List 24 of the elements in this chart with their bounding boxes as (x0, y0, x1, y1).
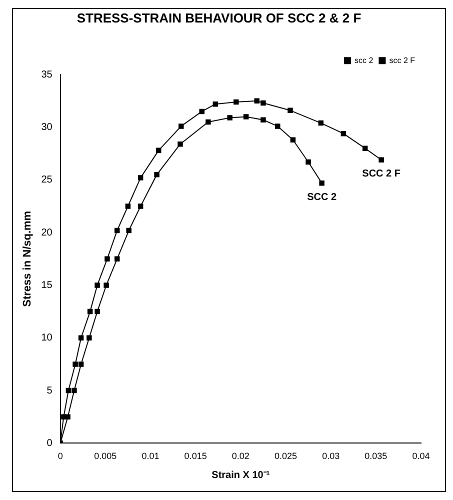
y-tick-label: 15 (41, 280, 53, 291)
annotation: SCC 2 (307, 192, 337, 203)
x-tick-label: 0.02 (232, 451, 250, 462)
y-tick-label: 25 (41, 174, 53, 186)
y-tick-label: 0 (46, 438, 53, 449)
x-tick-label: 0.035 (364, 451, 388, 462)
x-tick-label: 0.025 (274, 451, 298, 462)
y-tick-label: 35 (41, 69, 53, 80)
x-tick-label: 0.03 (322, 451, 340, 462)
x-tick-label: 0.005 (94, 451, 117, 462)
x-tick-label: 0.015 (184, 451, 207, 462)
x-axis-title: Strain X 10⁻¹ (212, 470, 270, 481)
annotation: SCC 2 F (362, 168, 400, 180)
y-tick-label: 5 (46, 385, 53, 396)
x-tick-label: 0.01 (142, 451, 160, 462)
x-tick-label: 0 (58, 451, 63, 462)
y-tick-label: 30 (41, 122, 53, 134)
y-tick-label: 10 (41, 332, 53, 344)
y-tick-label: 20 (41, 227, 53, 238)
legend-label: scc 2 F (389, 56, 416, 65)
y-axis-title: Stress in N/sq.mm (22, 210, 34, 307)
legend-label: scc 2 (354, 56, 374, 65)
chart-title: STRESS-STRAIN BEHAVIOUR OF SCC 2 & 2 F (76, 10, 362, 26)
x-tick-label: 0.04 (412, 451, 430, 462)
